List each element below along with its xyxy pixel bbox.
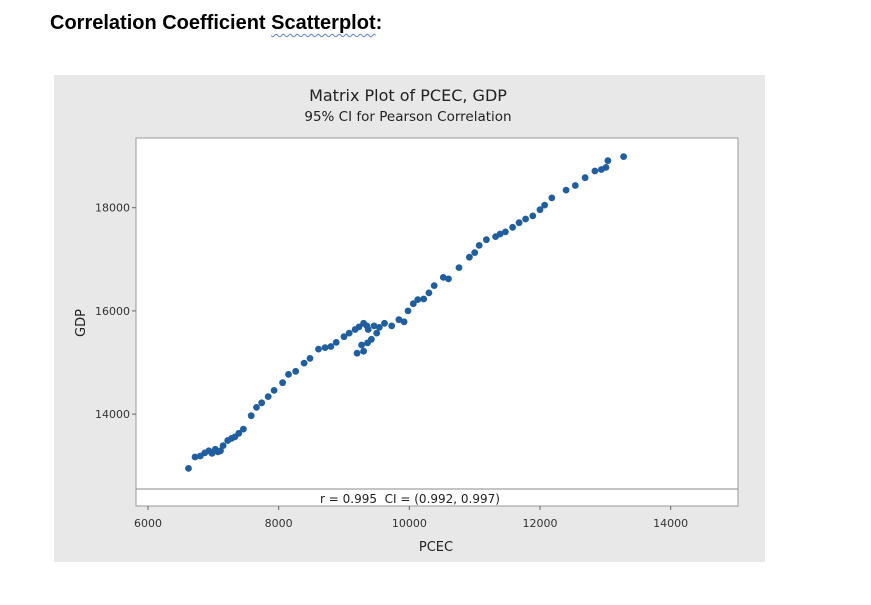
scatter-point xyxy=(522,215,529,223)
scatter-point xyxy=(571,182,579,189)
scatter-point xyxy=(620,153,627,160)
scatter-point xyxy=(466,253,473,261)
chart-title: Matrix Plot of PCEC, GDP xyxy=(309,86,507,105)
page-heading: Correlation Coefficient Scatterplot: xyxy=(50,12,382,35)
scatter-point xyxy=(321,344,329,351)
x-tick-label: 8000 xyxy=(265,517,293,530)
scatter-point xyxy=(235,429,243,437)
scatter-point xyxy=(591,167,599,175)
scatter-point xyxy=(483,236,490,244)
scatter-point xyxy=(509,223,516,231)
x-axis-label: PCEC xyxy=(419,540,453,555)
scatter-point xyxy=(375,324,383,331)
scatter-point xyxy=(373,329,381,337)
scatter-point xyxy=(292,367,300,375)
scatter-point xyxy=(332,339,340,346)
scatter-point xyxy=(439,274,447,281)
scatter-point xyxy=(496,230,504,238)
scatter-point xyxy=(404,307,412,315)
plot-area xyxy=(135,137,739,507)
scatter-point xyxy=(515,219,523,227)
scatter-point xyxy=(445,275,452,283)
scatter-point xyxy=(425,289,433,297)
scatter-point xyxy=(306,355,314,362)
heading-text-part3: : xyxy=(375,12,383,34)
y-axis-ticks: 14000 16000 18000 xyxy=(95,202,136,421)
heading-text-part1: Correlation Coefficient xyxy=(50,12,272,34)
scatter-point xyxy=(340,333,348,341)
scatter-point xyxy=(388,322,396,330)
scatter-point xyxy=(602,164,610,171)
x-tick-label: 14000 xyxy=(653,517,688,530)
correlation-annotation: r = 0.995 CI = (0.992, 0.997) xyxy=(320,492,500,506)
x-tick-label: 10000 xyxy=(392,517,427,530)
scatter-point xyxy=(270,387,278,394)
x-tick-label: 6000 xyxy=(134,517,162,530)
scatter-point xyxy=(191,453,199,461)
scatter-point xyxy=(327,343,335,350)
scatter-point xyxy=(345,329,353,337)
scatter-point xyxy=(395,316,403,324)
y-tick-label: 16000 xyxy=(95,305,130,318)
scatter-point xyxy=(455,264,463,271)
x-tick-label: 12000 xyxy=(523,517,558,530)
scatter-point xyxy=(471,249,479,256)
scatter-point xyxy=(502,228,509,236)
scatter-point xyxy=(475,242,483,249)
scatter-point xyxy=(548,194,556,202)
scatter-point xyxy=(562,186,570,194)
data-points xyxy=(185,153,627,472)
scatter-point xyxy=(368,335,375,343)
scatter-point xyxy=(247,412,255,420)
scatter-point xyxy=(253,404,260,411)
y-axis-label: GDP xyxy=(74,309,89,337)
scatter-point xyxy=(604,157,612,165)
scatter-chart: Matrix Plot of PCEC, GDP 95% CI for Pear… xyxy=(74,86,739,555)
scatter-point xyxy=(360,347,367,355)
scatter-point xyxy=(364,326,372,333)
scatter-point xyxy=(414,296,422,303)
scatter-point xyxy=(219,442,227,449)
x-axis-ticks: 6000 8000 10000 12000 14000 xyxy=(134,506,688,530)
scatter-point xyxy=(358,341,365,349)
chart-figure: Matrix Plot of PCEC, GDP 95% CI for Pear… xyxy=(54,75,765,562)
scatter-point xyxy=(279,379,286,387)
scatter-point xyxy=(185,465,192,472)
scatter-point xyxy=(529,212,537,220)
scatter-point xyxy=(430,282,438,289)
scatter-point xyxy=(353,349,361,357)
y-tick-label: 14000 xyxy=(95,408,130,421)
y-tick-label: 18000 xyxy=(95,202,130,215)
scatter-point xyxy=(355,323,363,331)
scatter-point xyxy=(541,201,548,209)
scatter-point xyxy=(285,371,292,378)
scatter-point xyxy=(536,206,544,214)
scatter-point xyxy=(409,300,417,308)
scatter-point xyxy=(300,359,308,367)
scatter-point xyxy=(315,345,322,353)
scatter-point xyxy=(381,319,388,327)
scatter-point xyxy=(258,399,266,407)
scatter-point xyxy=(400,318,408,326)
scatter-point xyxy=(581,174,589,182)
heading-text-part2: Scatterplot xyxy=(271,12,376,34)
scatter-point xyxy=(420,295,428,303)
scatter-point xyxy=(217,447,224,455)
scatter-point xyxy=(264,393,272,400)
scatter-point xyxy=(240,425,247,433)
chart-subtitle: 95% CI for Pearson Correlation xyxy=(304,109,511,125)
scatter-point xyxy=(370,322,378,330)
